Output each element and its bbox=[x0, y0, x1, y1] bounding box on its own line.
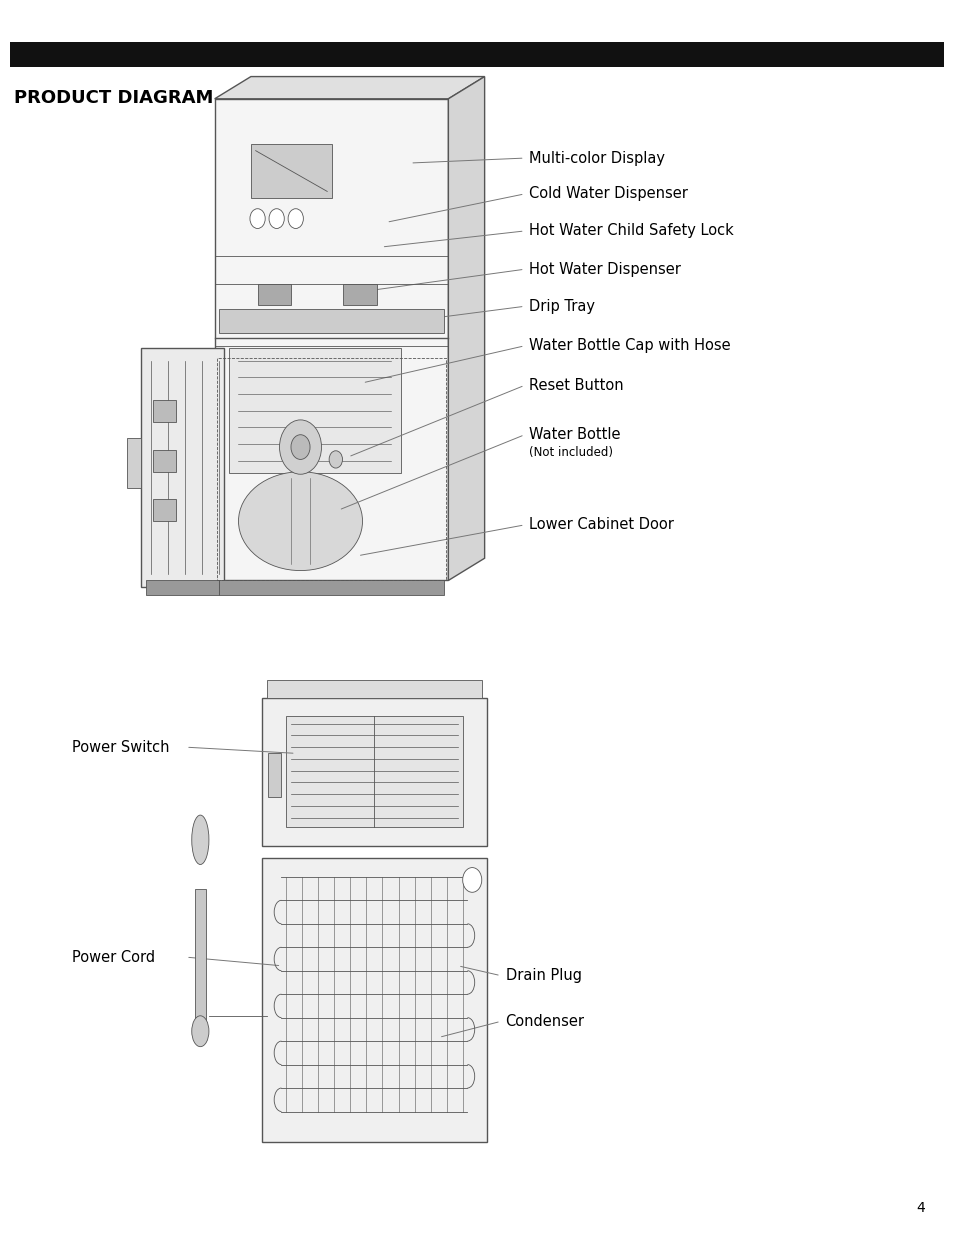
Text: Drain Plug: Drain Plug bbox=[505, 968, 581, 983]
Text: Cold Water Dispenser: Cold Water Dispenser bbox=[529, 186, 688, 201]
Bar bbox=[262, 858, 486, 1142]
Bar bbox=[214, 99, 448, 580]
Circle shape bbox=[291, 435, 310, 459]
Bar bbox=[257, 284, 291, 305]
Bar bbox=[262, 698, 486, 846]
Bar bbox=[268, 753, 281, 797]
Bar bbox=[141, 348, 224, 587]
Text: Multi-color Display: Multi-color Display bbox=[529, 151, 665, 165]
Polygon shape bbox=[448, 77, 484, 580]
Bar bbox=[152, 499, 176, 521]
Circle shape bbox=[269, 209, 284, 228]
Bar bbox=[146, 580, 219, 595]
Bar bbox=[216, 358, 446, 580]
Circle shape bbox=[279, 420, 321, 474]
Bar bbox=[10, 42, 943, 67]
Bar bbox=[219, 309, 443, 333]
Circle shape bbox=[462, 867, 481, 892]
Bar bbox=[343, 284, 376, 305]
Bar bbox=[194, 889, 206, 1031]
Text: Water Bottle Cap with Hose: Water Bottle Cap with Hose bbox=[529, 338, 730, 353]
Polygon shape bbox=[214, 77, 484, 99]
Text: Power Switch: Power Switch bbox=[71, 740, 169, 755]
Text: Condenser: Condenser bbox=[505, 1014, 584, 1029]
Bar bbox=[286, 716, 462, 827]
Bar bbox=[251, 144, 332, 198]
Text: Hot Water Child Safety Lock: Hot Water Child Safety Lock bbox=[529, 224, 734, 238]
Circle shape bbox=[288, 209, 303, 228]
Text: Reset Button: Reset Button bbox=[529, 378, 623, 393]
Bar bbox=[152, 450, 176, 472]
Text: (Not included): (Not included) bbox=[529, 446, 613, 458]
Text: PRODUCT DIAGRAM: PRODUCT DIAGRAM bbox=[14, 89, 213, 107]
Bar bbox=[152, 400, 176, 422]
Ellipse shape bbox=[192, 1015, 209, 1047]
Bar bbox=[219, 580, 443, 595]
Bar bbox=[127, 438, 141, 488]
Text: Water Bottle: Water Bottle bbox=[529, 427, 620, 442]
Text: Lower Cabinet Door: Lower Cabinet Door bbox=[529, 517, 674, 532]
Text: 4: 4 bbox=[916, 1200, 924, 1215]
Bar bbox=[267, 680, 481, 698]
Text: Drip Tray: Drip Tray bbox=[529, 299, 595, 314]
Text: Hot Water Dispenser: Hot Water Dispenser bbox=[529, 262, 680, 277]
Circle shape bbox=[250, 209, 265, 228]
Ellipse shape bbox=[238, 472, 362, 571]
Circle shape bbox=[329, 451, 342, 468]
Text: Power Cord: Power Cord bbox=[71, 950, 154, 965]
Ellipse shape bbox=[192, 815, 209, 864]
Bar bbox=[229, 348, 400, 473]
